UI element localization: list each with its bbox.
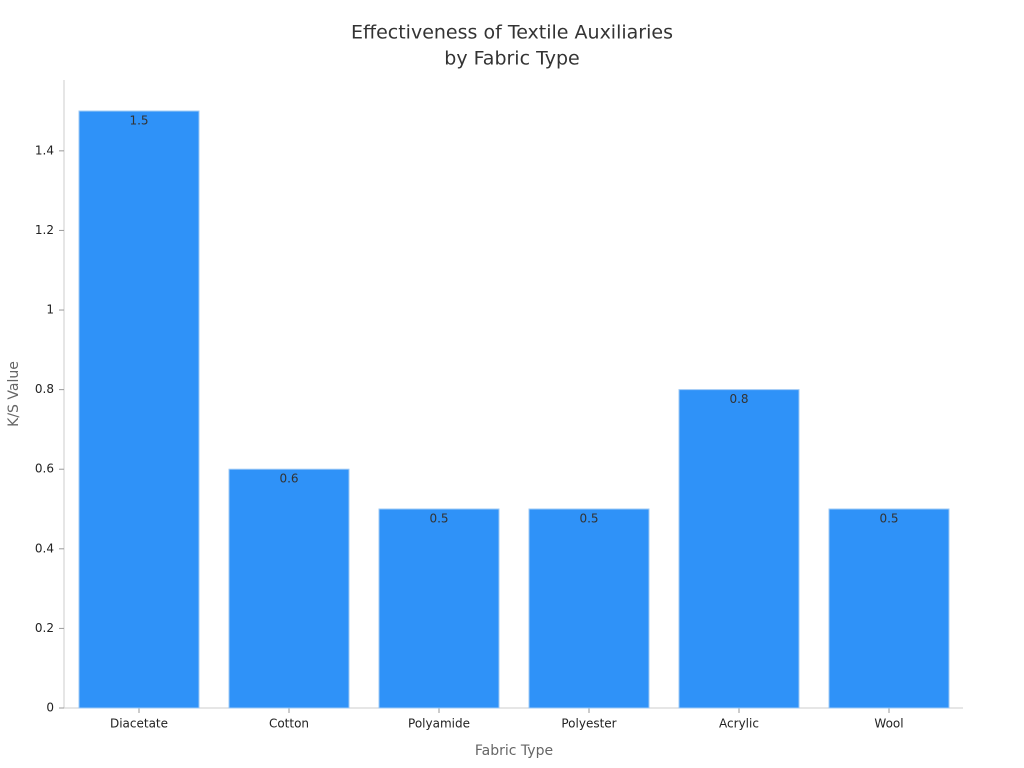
y-tick-label: 0 — [46, 701, 54, 715]
x-tick-label: Diacetate — [110, 717, 168, 731]
x-axis-title: Fabric Type — [475, 743, 553, 759]
x-tick-label: Acrylic — [719, 717, 759, 731]
x-tick-label: Cotton — [269, 717, 309, 731]
y-tick-label: 1.2 — [35, 223, 54, 237]
data-label: 0.6 — [279, 472, 298, 486]
x-tick-label: Wool — [874, 717, 903, 731]
y-tick-label: 1.4 — [35, 143, 54, 157]
data-label: 0.5 — [579, 512, 598, 526]
bar — [528, 508, 650, 709]
x-tick-label: Polyamide — [408, 717, 470, 731]
chart-title: Effectiveness of Textile Auxiliaries — [351, 22, 673, 44]
data-label: 1.5 — [129, 114, 148, 128]
y-axis-title: K/S Value — [6, 361, 22, 427]
bar — [228, 468, 350, 709]
y-tick-label: 0.8 — [35, 382, 54, 396]
y-tick-label: 0.2 — [35, 621, 54, 635]
y-tick-label: 0.4 — [35, 541, 54, 555]
bar — [78, 110, 200, 709]
data-label: 0.5 — [879, 512, 898, 526]
data-label: 0.5 — [429, 512, 448, 526]
x-tick-label: Polyester — [561, 717, 616, 731]
data-label: 0.8 — [729, 392, 748, 406]
y-tick-label: 0.6 — [35, 462, 54, 476]
bar — [378, 508, 500, 709]
bar — [678, 389, 800, 709]
y-tick-label: 1 — [46, 303, 54, 317]
chart-title: by Fabric Type — [444, 48, 579, 70]
bar — [828, 508, 950, 709]
